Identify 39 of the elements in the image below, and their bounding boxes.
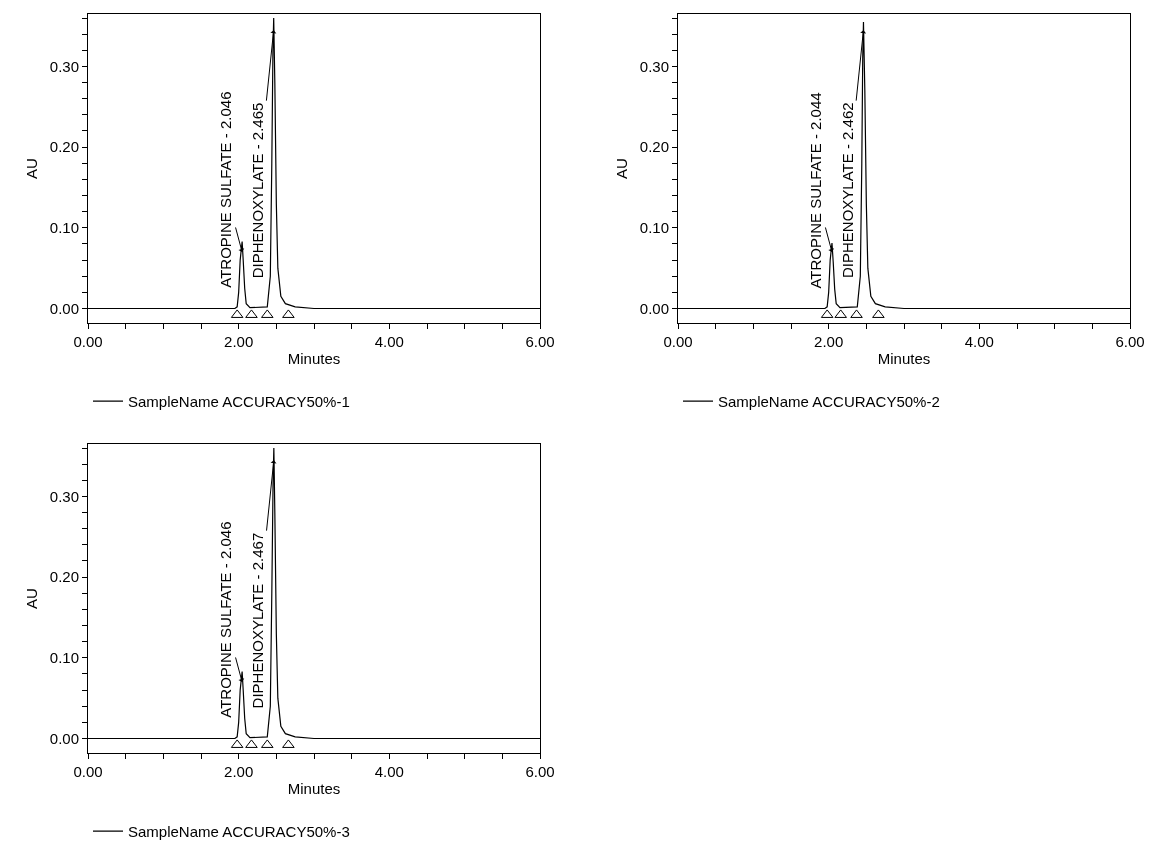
y-tick-label: 0.10 bbox=[49, 649, 79, 667]
x-tick-label: 0.00 bbox=[663, 333, 693, 350]
annotation: DIPHENOXYLATE - 2.465 bbox=[248, 102, 266, 279]
x-tick-label: 4.00 bbox=[374, 763, 404, 780]
x-tick-label: 6.00 bbox=[525, 333, 555, 350]
y-tick-label: 0.30 bbox=[49, 487, 79, 505]
y-tick-label: 0.00 bbox=[49, 299, 79, 317]
annotation: ATROPINE SULFATE - 2.046 bbox=[217, 521, 235, 718]
annotation: DIPHENOXYLATE - 2.467 bbox=[249, 532, 267, 709]
y-tick-label: 0.00 bbox=[639, 299, 669, 317]
x-tick-label: 2.00 bbox=[814, 333, 844, 350]
y-tick-label: 0.00 bbox=[49, 729, 79, 747]
y-axis-title: AU bbox=[613, 158, 631, 179]
annotation: DIPHENOXYLATE - 2.462 bbox=[838, 102, 856, 279]
x-axis-title: Minutes bbox=[287, 780, 341, 797]
y-tick-label: 0.20 bbox=[49, 568, 79, 586]
x-tick-label: 0.00 bbox=[73, 333, 103, 350]
legend-label: SampleName ACCURACY50%-2 bbox=[718, 392, 940, 410]
x-tick-label: 2.00 bbox=[224, 763, 254, 780]
x-tick-label: 4.00 bbox=[374, 333, 404, 350]
y-axis-title: AU bbox=[23, 158, 41, 179]
x-axis-title: Minutes bbox=[287, 350, 341, 367]
y-tick-label: 0.10 bbox=[49, 219, 79, 237]
y-tick-label: 0.20 bbox=[49, 138, 79, 156]
y-axis-title: AU bbox=[23, 588, 41, 609]
x-tick-label: 6.00 bbox=[1115, 333, 1145, 350]
y-tick-label: 0.30 bbox=[639, 57, 669, 75]
legend-label: SampleName ACCURACY50%-1 bbox=[128, 392, 350, 410]
y-tick-label: 0.30 bbox=[49, 57, 79, 75]
x-tick-label: 6.00 bbox=[525, 763, 555, 780]
x-tick-label: 4.00 bbox=[964, 333, 994, 350]
annotation: ATROPINE SULFATE - 2.046 bbox=[217, 91, 235, 288]
legend-label: SampleName ACCURACY50%-3 bbox=[128, 822, 350, 840]
x-axis-title: Minutes bbox=[877, 350, 931, 367]
y-tick-label: 0.20 bbox=[639, 138, 669, 156]
annotation: ATROPINE SULFATE - 2.044 bbox=[807, 92, 825, 289]
x-tick-label: 2.00 bbox=[224, 333, 254, 350]
x-tick-label: 0.00 bbox=[73, 763, 103, 780]
y-tick-label: 0.10 bbox=[639, 219, 669, 237]
